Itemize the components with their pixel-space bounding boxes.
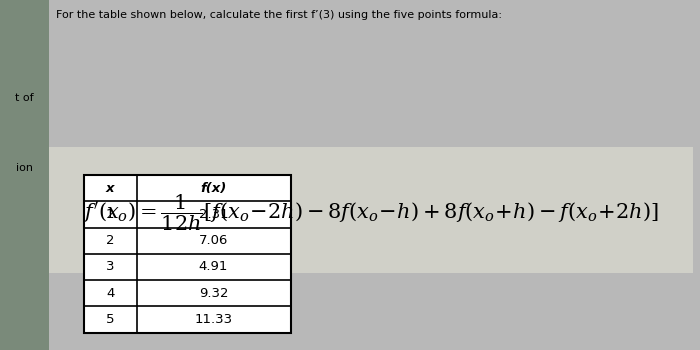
Bar (49, 147, 693, 273)
Text: 5: 5 (106, 313, 115, 326)
Text: 1: 1 (106, 208, 115, 221)
Bar (84, 175, 290, 332)
Text: x: x (106, 182, 115, 195)
Text: 4.91: 4.91 (199, 260, 228, 273)
Text: 11.33: 11.33 (195, 313, 232, 326)
Text: For the table shown below, calculate the first f’(3) using the five points formu: For the table shown below, calculate the… (56, 10, 502, 21)
Text: f(x): f(x) (200, 182, 227, 195)
Text: 4: 4 (106, 287, 114, 300)
Text: ion: ion (16, 163, 33, 173)
Text: t of: t of (15, 93, 34, 103)
Text: 2: 2 (106, 234, 115, 247)
Text: 7.06: 7.06 (199, 234, 228, 247)
Bar (0, 0, 49, 350)
Bar (84, 175, 290, 332)
Text: 9.32: 9.32 (199, 287, 228, 300)
Text: 2.31: 2.31 (199, 208, 228, 221)
Text: $f'(x_o)=\dfrac{1}{12h}[f(x_o\!-\!2h)-8f(x_o\!-\!h)+8f(x_o\!+\!h)-f(x_o\!+\!2h)]: $f'(x_o)=\dfrac{1}{12h}[f(x_o\!-\!2h)-8f… (83, 192, 659, 233)
Text: 3: 3 (106, 260, 115, 273)
